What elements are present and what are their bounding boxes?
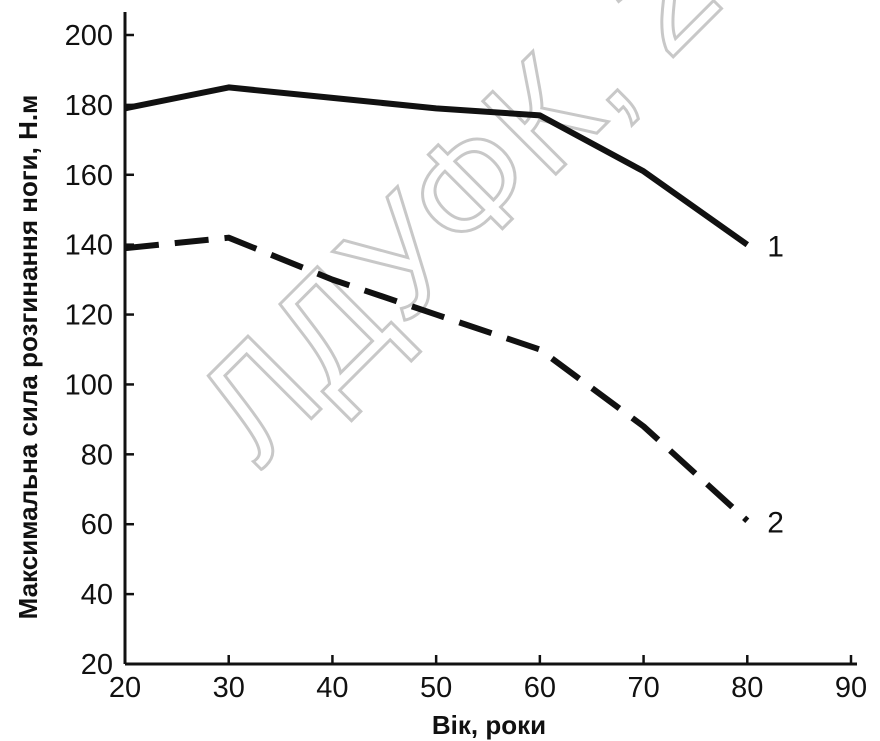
y-tick-label: 20 bbox=[81, 649, 113, 681]
x-axis-title: Вік, роки bbox=[432, 710, 546, 740]
x-tick-label: 80 bbox=[731, 672, 763, 704]
x-tick-label: 20 bbox=[109, 672, 141, 704]
axes bbox=[123, 12, 857, 666]
y-tick-label: 40 bbox=[81, 579, 113, 611]
series-2-line bbox=[124, 234, 750, 523]
x-tick-label: 50 bbox=[420, 672, 452, 704]
x-tick-label: 40 bbox=[316, 672, 348, 704]
x-tick-label: 60 bbox=[524, 672, 556, 704]
y-axis-title: Максимальна сила розгинання ноги, Н.м bbox=[13, 95, 43, 620]
y-tick-label: 180 bbox=[65, 90, 113, 122]
y-tick-label: 160 bbox=[65, 160, 113, 192]
series-2-label: 2 bbox=[767, 507, 784, 540]
y-tick-label: 100 bbox=[65, 369, 113, 401]
x-tick-label: 30 bbox=[213, 672, 245, 704]
y-tick-label: 200 bbox=[65, 20, 113, 52]
y-tick-label: 80 bbox=[81, 439, 113, 471]
y-tick-label: 60 bbox=[81, 509, 113, 541]
watermark: ЛДУФК, 202 bbox=[164, 0, 868, 493]
y-tick-label: 140 bbox=[65, 230, 113, 262]
series-lines: 12 bbox=[124, 84, 784, 540]
series-1-line bbox=[124, 84, 750, 248]
y-tick-label: 120 bbox=[65, 300, 113, 332]
x-tick-label: 90 bbox=[835, 672, 867, 704]
x-axis-ticks: 20 30 40 50 60 70 80 90 bbox=[109, 655, 867, 704]
x-tick-label: 70 bbox=[627, 672, 659, 704]
series-1-label: 1 bbox=[767, 231, 784, 264]
y-axis-ticks: 20 40 60 80 100 120 140 160 180 200 bbox=[65, 20, 134, 681]
